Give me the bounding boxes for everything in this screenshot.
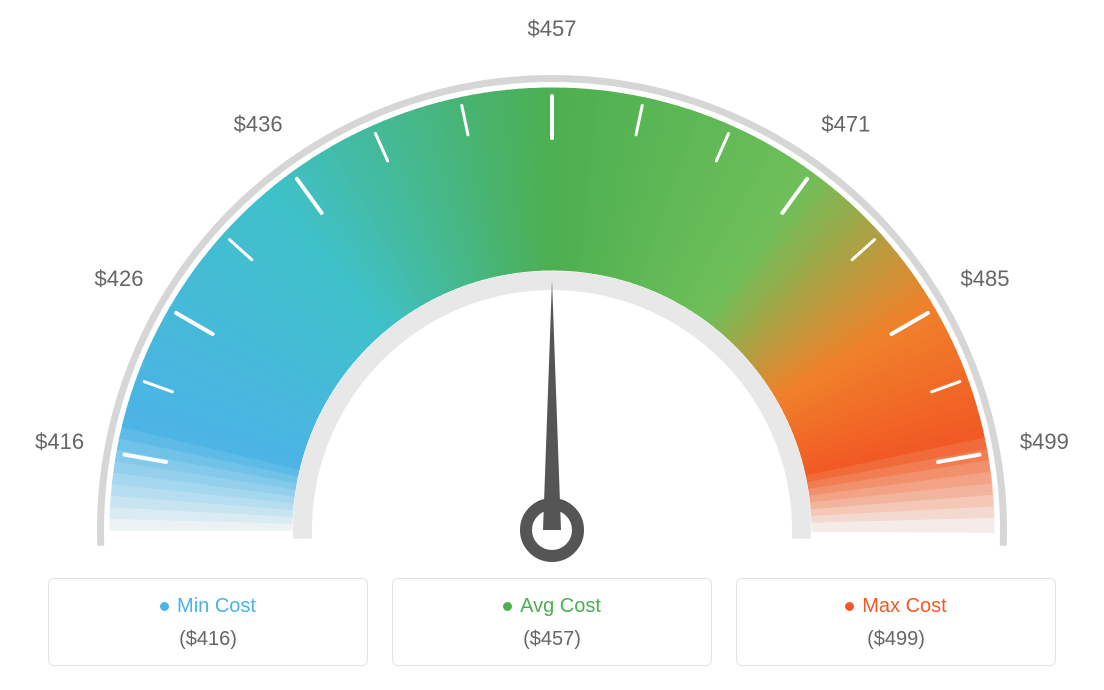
legend-title-avg: Avg Cost bbox=[503, 595, 601, 618]
legend-card-max: Max Cost ($499) bbox=[736, 578, 1056, 666]
svg-text:$485: $485 bbox=[961, 266, 1010, 291]
legend-value-avg: ($457) bbox=[405, 628, 699, 651]
svg-text:$416: $416 bbox=[35, 429, 84, 454]
svg-text:$426: $426 bbox=[95, 266, 144, 291]
cost-gauge: $416 $426 $436 $457 $471 $485 $499 bbox=[0, 0, 1104, 570]
legend-dot-min bbox=[160, 602, 169, 611]
svg-text:$471: $471 bbox=[821, 111, 870, 136]
legend-dot-avg bbox=[503, 602, 512, 611]
legend-card-avg: Avg Cost ($457) bbox=[392, 578, 712, 666]
svg-text:$436: $436 bbox=[234, 111, 283, 136]
legend-label-max: Max Cost bbox=[862, 595, 946, 618]
legend-value-max: ($499) bbox=[749, 628, 1043, 651]
legend-row: Min Cost ($416) Avg Cost ($457) Max Cost… bbox=[48, 578, 1056, 666]
legend-label-avg: Avg Cost bbox=[520, 595, 601, 618]
legend-value-min: ($416) bbox=[61, 628, 355, 651]
legend-title-min: Min Cost bbox=[160, 595, 256, 618]
gauge-svg: $416 $426 $436 $457 $471 $485 $499 bbox=[0, 0, 1104, 570]
legend-card-min: Min Cost ($416) bbox=[48, 578, 368, 666]
svg-text:$499: $499 bbox=[1020, 429, 1069, 454]
legend-label-min: Min Cost bbox=[177, 595, 256, 618]
legend-dot-max bbox=[845, 602, 854, 611]
svg-text:$457: $457 bbox=[528, 16, 577, 41]
legend-title-max: Max Cost bbox=[845, 595, 946, 618]
